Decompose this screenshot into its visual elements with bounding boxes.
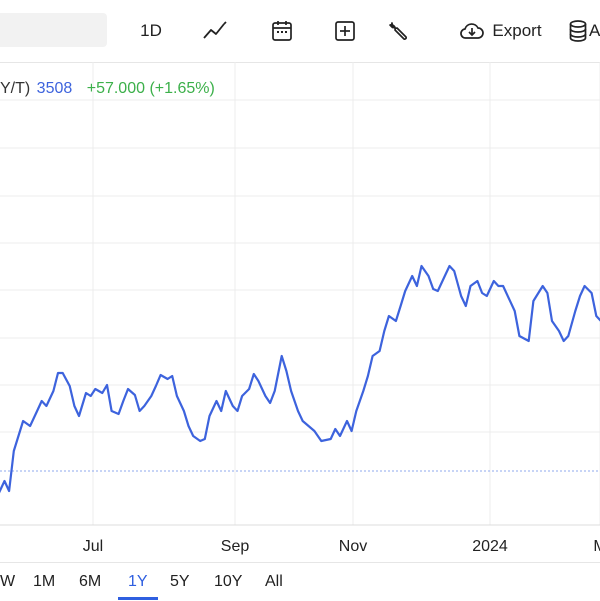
cloud-download-icon[interactable] [458, 17, 486, 45]
range-tab-1m[interactable]: 1M [33, 573, 56, 590]
x-tick-label: Sep [221, 538, 250, 555]
price-legend: Y/T) 3508 +57.000 (+1.65%) [0, 80, 215, 98]
x-tick-label: M [593, 538, 600, 555]
symbol-label: Y/T) [0, 80, 31, 97]
last-price: 3508 [36, 80, 73, 97]
price-change: +57.000 (+1.65%) [86, 80, 215, 97]
add-box-icon[interactable] [330, 17, 360, 45]
x-tick-label: Nov [339, 538, 367, 555]
range-tab-all[interactable]: All [265, 573, 283, 590]
range-tab-5y[interactable]: 5Y [170, 573, 190, 590]
export-button[interactable]: Export [492, 21, 542, 40]
database-icon[interactable] [567, 17, 589, 45]
range-tab-10y[interactable]: 10Y [214, 573, 243, 590]
range-selector: W 1M 6M 1Y 5Y 10Y All [0, 562, 600, 601]
calendar-icon[interactable] [267, 17, 297, 45]
range-tab-1y[interactable]: 1Y [128, 573, 148, 590]
x-tick-label: Jul [83, 538, 103, 555]
x-axis-ticks: Jul Sep Nov 2024 M [83, 538, 600, 555]
price-chart[interactable]: Jul Sep Nov 2024 M [0, 62, 600, 562]
range-tab-6m[interactable]: 6M [79, 573, 102, 590]
active-range-indicator [118, 597, 158, 600]
interval-button[interactable]: 1D [140, 21, 162, 40]
price-series-line [0, 264, 600, 494]
wrench-icon[interactable] [384, 17, 414, 45]
truncated-toolbar-button[interactable]: A [589, 21, 600, 40]
x-tick-label: 2024 [472, 538, 508, 555]
line-chart-icon[interactable] [200, 17, 230, 45]
symbol-search-input[interactable] [0, 13, 107, 47]
chart-toolbar: 1D Export A [0, 0, 600, 63]
range-tab-w[interactable]: W [0, 573, 16, 590]
chart-grid [0, 62, 600, 526]
